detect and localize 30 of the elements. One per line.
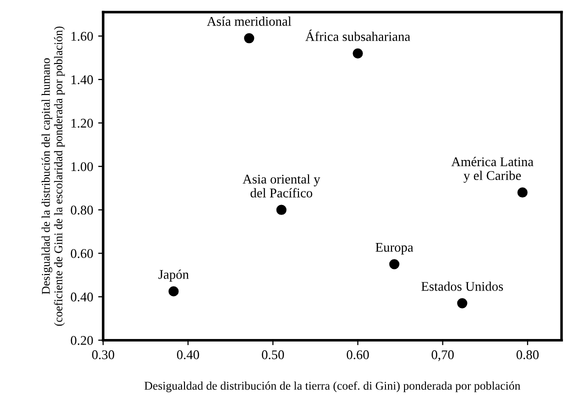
- x-tick-label: 0.60: [346, 350, 369, 360]
- y-tick-label: 0.40: [70, 292, 93, 302]
- x-axis-title: Desigualdad de distribución de la tierra (coef. di Gini) ponderada por población: [144, 381, 520, 392]
- point: [389, 259, 400, 270]
- point: [244, 33, 254, 44]
- point: [276, 204, 286, 215]
- y-tick-label: 1.20: [71, 118, 93, 128]
- point: [352, 48, 363, 59]
- annotation: América Latina y el Caribe: [451, 156, 534, 183]
- y-tick-label: 0.20: [70, 336, 93, 345]
- y-axis-title: Desigualdad de la distribución del capital humano (coeficiente de Gini de la escolaridad ponderada por población): [42, 26, 65, 326]
- annotation: Japón: [158, 270, 189, 282]
- point: [517, 187, 528, 198]
- x-tick-label: 0,70: [432, 350, 454, 362]
- y-tick-label: 1.40: [71, 75, 93, 84]
- annotation: Asía meridional: [206, 16, 292, 26]
- x-tick-label: 0.30: [92, 350, 114, 360]
- annotation: Europa: [376, 242, 414, 254]
- point: [457, 298, 468, 308]
- y-tick-label: 0.80: [70, 206, 93, 215]
- y-tick-label: 0.60: [70, 249, 93, 258]
- annotation: Estados Unidos: [421, 282, 503, 291]
- annotation: África subsahariana: [305, 30, 410, 42]
- y-tick-label: 1.00: [71, 162, 93, 172]
- x-tick-label: 0.50: [262, 350, 284, 360]
- x-tick-label: 0.80: [516, 350, 539, 360]
- point: [168, 286, 179, 296]
- y-tick-label: 1.60: [71, 32, 93, 41]
- x-tick-label: 0.40: [176, 350, 200, 360]
- annotation: Asia oriental y del Pacífico: [242, 174, 320, 198]
